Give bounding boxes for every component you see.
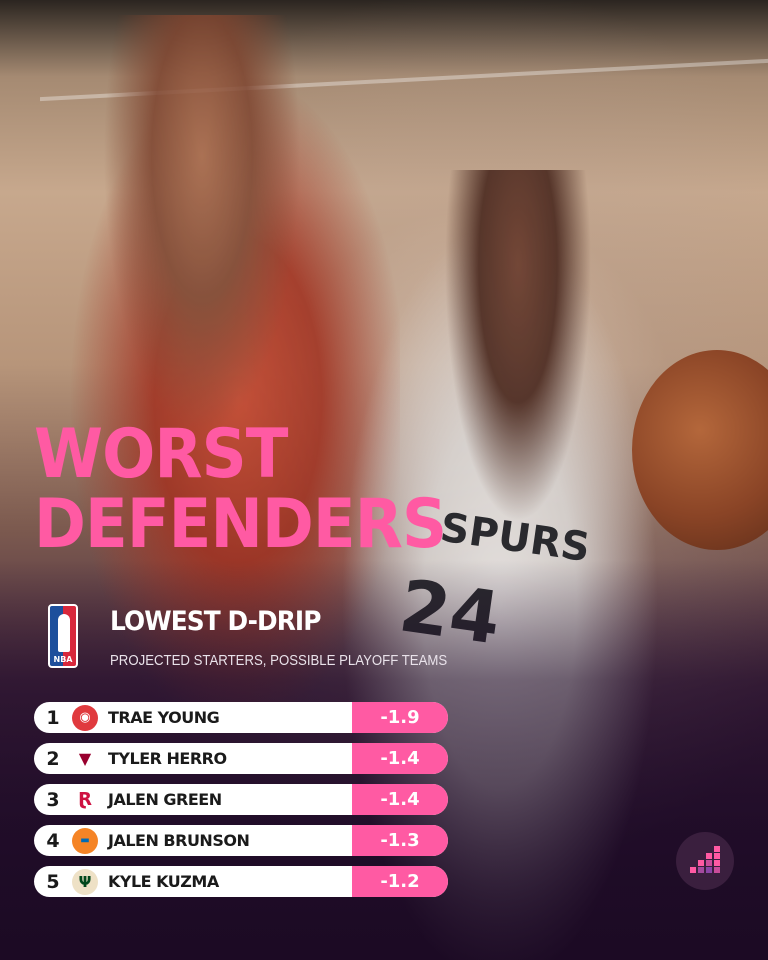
nba-logo-figure <box>58 614 70 652</box>
rank-number: 5 <box>46 870 60 893</box>
ranking-row: 2 ▼ TYLER HERRO -1.4 <box>34 743 448 774</box>
nba-logo-text: NBA <box>53 655 73 664</box>
subtitle: LOWEST D-DRIP <box>110 606 321 637</box>
rank-number: 2 <box>46 747 60 770</box>
knicks-logo-icon: ▬ <box>72 827 98 854</box>
brand-logo-icon <box>676 832 734 890</box>
ranking-row: 5 Ψ KYLE KUZMA -1.2 <box>34 866 448 897</box>
rank-number: 3 <box>46 788 60 811</box>
player-name: JALEN BRUNSON <box>108 831 250 850</box>
ddrip-value: -1.9 <box>352 702 448 733</box>
ddrip-value: -1.2 <box>352 866 448 897</box>
ranking-row: 3 Ɽ JALEN GREEN -1.4 <box>34 784 448 815</box>
player-name: TRAE YOUNG <box>108 708 220 727</box>
ranking-list: 1 ◉ TRAE YOUNG -1.9 2 ▼ TYLER HERRO -1.4… <box>34 702 448 907</box>
headline-line-1: WORST <box>34 415 288 494</box>
headline-line-2: DEFENDERS <box>34 485 447 564</box>
ddrip-value: -1.3 <box>352 825 448 856</box>
hawks-logo-icon: ◉ <box>72 704 98 731</box>
bucks-logo-icon: Ψ <box>72 868 98 895</box>
nba-logo-icon: NBA <box>48 604 78 668</box>
player-name: JALEN GREEN <box>108 790 222 809</box>
ranking-row: 1 ◉ TRAE YOUNG -1.9 <box>34 702 448 733</box>
ddrip-value: -1.4 <box>352 784 448 815</box>
ddrip-value: -1.4 <box>352 743 448 774</box>
player-name: KYLE KUZMA <box>108 872 219 891</box>
rank-number: 4 <box>46 829 60 852</box>
rank-number: 1 <box>46 706 60 729</box>
player-name: TYLER HERRO <box>108 749 227 768</box>
subtitle-note: PROJECTED STARTERS, POSSIBLE PLAYOFF TEA… <box>110 652 448 669</box>
headline: WORST DEFENDERS <box>34 415 447 564</box>
basketball <box>632 350 768 550</box>
heat-logo-icon: ▼ <box>72 745 98 772</box>
rockets-logo-icon: Ɽ <box>72 786 98 813</box>
ranking-row: 4 ▬ JALEN BRUNSON -1.3 <box>34 825 448 856</box>
